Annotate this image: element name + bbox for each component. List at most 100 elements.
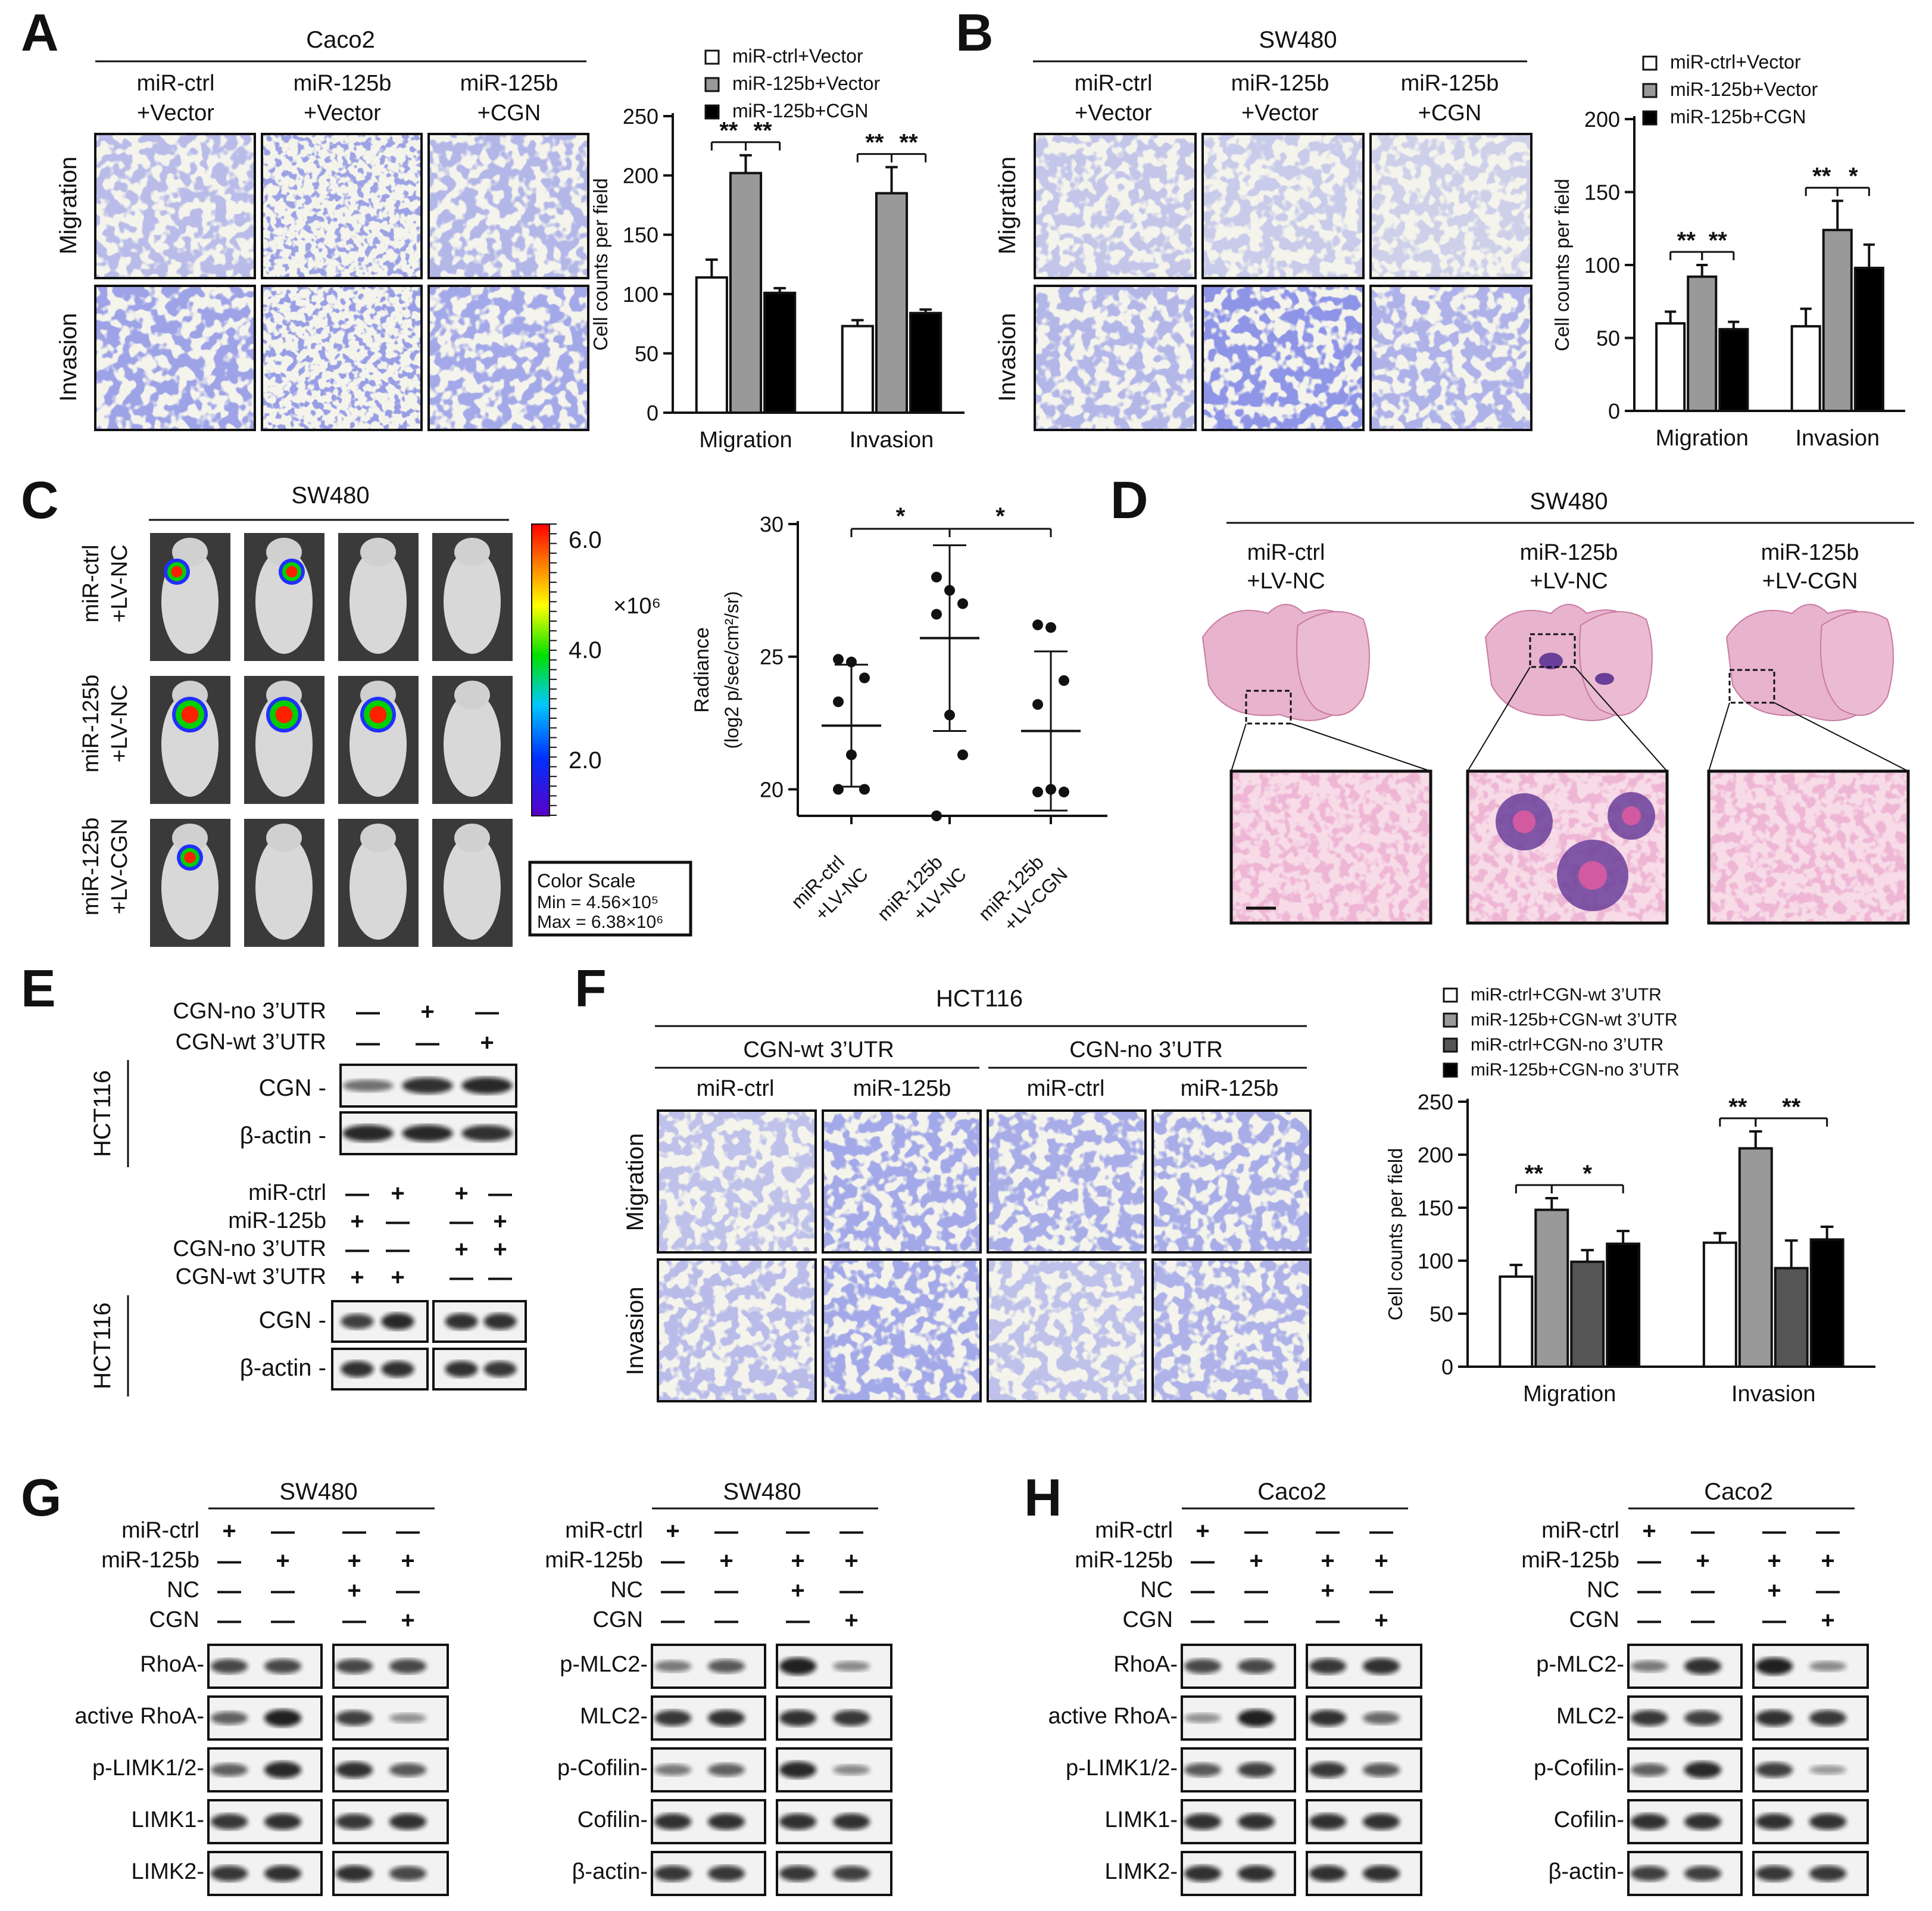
panel-H-left-blot [1306, 1747, 1422, 1792]
stain-texture [96, 135, 254, 277]
blot-band [1309, 1658, 1346, 1675]
bar [1702, 1241, 1737, 1368]
data-point [833, 654, 844, 665]
panel-E-sign: — [475, 999, 499, 1025]
panel-G-right-sign: — [786, 1518, 810, 1544]
panel-F-row-label: Migration [622, 1133, 648, 1232]
tissue-lobe [1579, 611, 1653, 716]
bar [1570, 1260, 1605, 1368]
panel-E-sign: — [356, 1030, 380, 1056]
blot-band [483, 1313, 517, 1330]
data-point [1059, 675, 1069, 686]
panel-D-column-label: +LV-NC [1530, 569, 1608, 594]
panel-F-micrograph [657, 1258, 817, 1402]
panel-G-right-blot-label: β-actin- [572, 1859, 648, 1884]
panel-F-column-label: miR-125b [1181, 1076, 1279, 1101]
panel-F-column-label: miR-125b [853, 1076, 951, 1101]
color-scale-title: Color Scale [537, 870, 635, 891]
panel-G-left-treatment-label: miR-ctrl [121, 1518, 199, 1543]
panel-G-left-sign: — [342, 1607, 366, 1633]
panel-A-micrograph [261, 285, 423, 431]
y-tick-label: 30 [760, 512, 784, 537]
blot-band [211, 1659, 248, 1674]
panel-E-blot-label: CGN - [259, 1075, 326, 1101]
panel-D-column-label: +LV-CGN [1762, 569, 1858, 594]
panel-F-column-label: miR-ctrl [1027, 1076, 1105, 1101]
blot-band [1238, 1865, 1275, 1882]
blot-band [1631, 1660, 1668, 1672]
panel-H-left-sign: — [1369, 1518, 1393, 1544]
data-point [859, 672, 870, 684]
mouse-body [161, 835, 219, 940]
blot-band [779, 1761, 816, 1779]
bar [909, 311, 942, 414]
y-tick-label: 0 [647, 401, 658, 425]
blot-band [389, 1763, 426, 1777]
blot-band [1309, 1710, 1346, 1726]
blot-band [211, 1865, 248, 1882]
panel-H-left-treatment-label: CGN [1123, 1607, 1173, 1632]
blot-band [708, 1865, 745, 1882]
y-tick-label: 50 [1430, 1302, 1453, 1326]
panel-G-left-blot-label: LIMK2- [132, 1859, 204, 1884]
sig-marker: ** [1525, 1161, 1544, 1187]
blot-band [654, 1813, 691, 1830]
panel-E-condition-label: CGN-wt 3’UTR [176, 1030, 326, 1055]
panel-E-sign: — [450, 1208, 473, 1234]
panel-E-condition-label: miR-ctrl [248, 1180, 326, 1205]
panel-letter-D: D [1110, 470, 1148, 529]
panel-E-sign: + [493, 1236, 507, 1262]
legend-label: miR-ctrl+Vector [732, 45, 863, 67]
panel-H-left-treatment-label: miR-ctrl [1095, 1518, 1173, 1543]
legend-swatch [1642, 55, 1658, 71]
y-axis-label: Cell counts per field [1551, 179, 1573, 351]
panel-G-left-blot [332, 1695, 449, 1741]
blot-band [336, 1659, 373, 1674]
blot-band [708, 1813, 745, 1830]
stain-texture [1036, 135, 1194, 277]
bar [1774, 1267, 1809, 1368]
tumor-core [1622, 806, 1641, 825]
panel-H-left-blot [1181, 1747, 1296, 1792]
stain-texture [430, 135, 587, 277]
colorbar-multiplier: ×10⁶ [613, 594, 661, 619]
mouse-body [444, 835, 501, 940]
blot-band [211, 1813, 248, 1830]
panel-D-lung-section [1707, 604, 1910, 925]
blot-band [1684, 1658, 1721, 1675]
legend-label: miR-ctrl+CGN-wt 3’UTR [1471, 985, 1662, 1005]
panel-G-right-sign: — [714, 1578, 738, 1604]
panel-H-right-blot-label: Cofilin- [1554, 1807, 1624, 1832]
stain-texture [824, 1112, 979, 1251]
stain-texture [659, 1261, 814, 1400]
tumor-core [1578, 861, 1607, 890]
panel-G-left-blot-label: p-LIMK1/2- [92, 1756, 204, 1781]
sig-marker: * [1849, 163, 1858, 189]
blot-band [1684, 1710, 1721, 1726]
panel-G-right-sign: + [666, 1518, 679, 1544]
bar [763, 291, 797, 414]
blot-band [833, 1765, 870, 1775]
data-point [1045, 622, 1056, 633]
panel-B-bar-chart: 0 50 100 150 200 Cell counts per field Migrati… [1551, 107, 1905, 451]
panel-H-right-blot [1752, 1851, 1869, 1896]
panel-G-left-cell-line: SW480 [279, 1479, 357, 1505]
blot-band [833, 1661, 870, 1672]
panel-G-left-blot [207, 1695, 323, 1741]
panel-G-right-sign: — [661, 1607, 685, 1633]
panel-E-condition-label: CGN-no 3’UTR [173, 999, 326, 1024]
signal-core [369, 706, 387, 724]
panel-A-cell-line: Caco2 [306, 27, 375, 53]
sig-marker: ** [754, 118, 773, 144]
panel-D-cell-line: SW480 [1530, 488, 1608, 515]
bar [1687, 275, 1718, 412]
panel-H-right-sign: — [1816, 1578, 1840, 1604]
panel-H-right-blot-label: p-Cofilin- [1534, 1756, 1624, 1781]
blot-band [1809, 1865, 1846, 1882]
panel-H-left-treatment-label: miR-125b [1075, 1548, 1173, 1573]
panel-H-right-sign: + [1821, 1548, 1834, 1574]
panel-G-left-treatment-label: CGN [149, 1607, 199, 1632]
panel-H-right-treatment-label: miR-125b [1521, 1548, 1619, 1573]
legend-swatch [1443, 1062, 1458, 1078]
